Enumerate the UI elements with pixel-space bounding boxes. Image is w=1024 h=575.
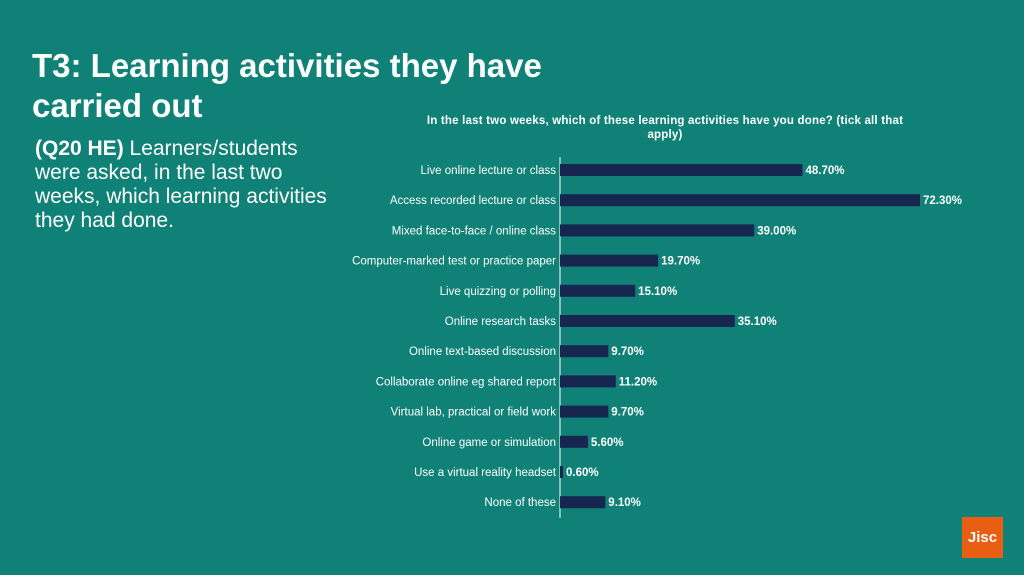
value-label: 0.60%: [566, 467, 599, 479]
value-label: 35.10%: [738, 316, 777, 328]
value-label: 9.70%: [611, 346, 644, 358]
category-label: Live quizzing or polling: [440, 286, 556, 298]
category-label: Virtual lab, practical or field work: [391, 407, 557, 419]
category-label: Live online lecture or class: [420, 165, 556, 177]
bar: [560, 224, 755, 237]
category-label: Mixed face-to-face / online class: [392, 225, 557, 237]
slide-title: T3: Learning activities they have carrie…: [32, 47, 542, 124]
bar: [560, 284, 636, 297]
jisc-logo: Jisc: [962, 517, 1003, 558]
bar: [560, 345, 609, 358]
value-label: 9.10%: [608, 497, 641, 509]
intro-text: (Q20 HE) Learners/students were asked, i…: [35, 137, 335, 233]
value-label: 15.10%: [638, 286, 677, 298]
bar: [560, 466, 563, 478]
value-label: 11.20%: [619, 376, 657, 388]
category-label: Online research tasks: [445, 316, 556, 328]
bars-group: Live online lecture or class 48.70% Access…: [352, 164, 962, 509]
question-code: (Q20 HE): [35, 137, 124, 160]
bar: [560, 164, 803, 176]
bar: [560, 315, 735, 327]
value-label: 48.70%: [805, 165, 844, 177]
value-label: 5.60%: [591, 437, 624, 449]
category-label: Access recorded lecture or class: [390, 195, 556, 207]
category-label: Collaborate online eg shared report: [376, 376, 557, 388]
category-label: Use a virtual reality headset: [414, 467, 557, 479]
category-label: Online game or simulation: [422, 437, 556, 449]
bar: [560, 435, 588, 448]
bar: [560, 375, 616, 388]
bar: [560, 194, 920, 207]
intro-description: Learners/students were asked, in the las…: [35, 137, 327, 232]
value-label: 72.30%: [923, 195, 962, 207]
bar: [560, 405, 609, 418]
value-label: 19.70%: [661, 256, 700, 268]
value-label: 9.70%: [611, 407, 644, 419]
bar: [560, 254, 659, 267]
category-label: Online text-based discussion: [409, 346, 556, 358]
chart-title: In the last two weeks, which of these le…: [426, 115, 904, 141]
value-label: 39.00%: [757, 225, 796, 237]
category-label: Computer-marked test or practice paper: [352, 256, 556, 268]
bar: [560, 496, 606, 509]
category-label: None of these: [484, 497, 556, 509]
